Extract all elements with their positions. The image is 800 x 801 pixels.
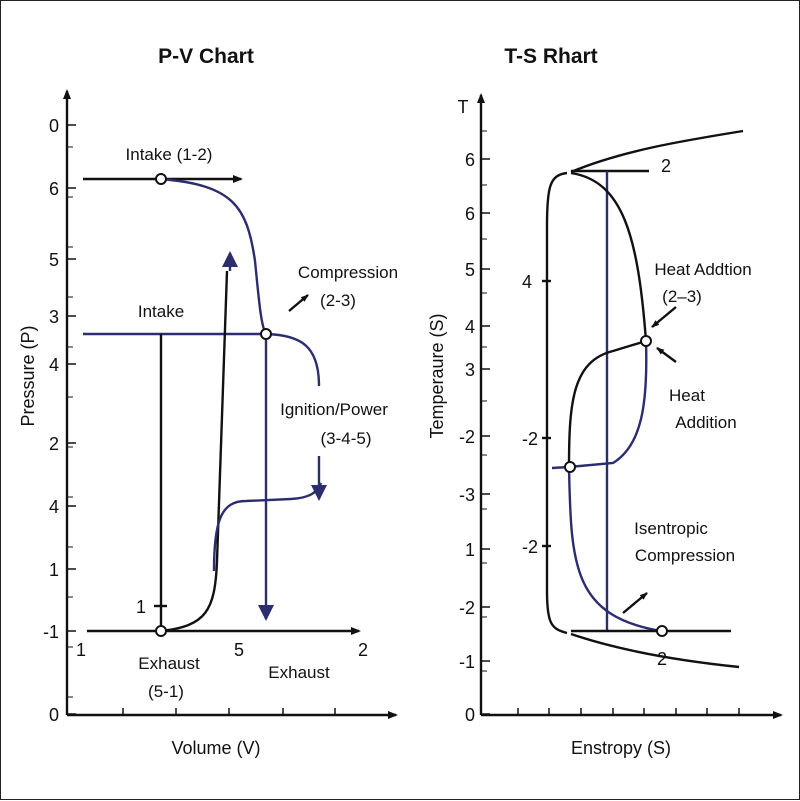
ts-y-tick-label: 6 (465, 204, 475, 224)
pv-x-tick-label: 5 (234, 640, 244, 660)
ts-y-tick-label: 4 (465, 317, 475, 337)
pv-y-tick-label: 4 (49, 497, 59, 517)
label-heat: Heat (669, 386, 705, 405)
state-point-3 (640, 335, 652, 347)
pv-y-tick-label: 0 (49, 705, 59, 725)
label-exhaust-right: Exhaust (268, 663, 330, 682)
ts-y-tick-label: -2 (459, 598, 475, 618)
pv-y-tick-label: 6 (49, 179, 59, 199)
state-point-1 (155, 625, 167, 637)
ts-y-tick-label: -1 (459, 652, 475, 672)
heat-addition-loop (551, 340, 648, 470)
ts-y-ticks: 6 6 5 4 3 -2 -3 1 -2 -1 0 (459, 130, 490, 725)
loop-upper (567, 339, 647, 468)
ignition-rise (160, 270, 229, 633)
lower-isobar (570, 632, 740, 669)
ts-y-tick-label: 5 (465, 260, 475, 280)
pv-y-tick-label: 0 (49, 116, 59, 136)
label-exhaust-range: (5-1) (148, 682, 184, 701)
point-2-label-bottom: 2 (657, 649, 667, 669)
upper-isobar (570, 129, 744, 174)
ts-y-tick-label: 6 (465, 150, 475, 170)
isentropic-pointer-arrow (622, 592, 648, 614)
pv-chart: P-V Chart 0 6 5 3 4 2 4 1 -1 0 Pressure (P) Volum… (18, 45, 398, 758)
label-isentropic: Isentropic (634, 519, 708, 538)
ts-y-tick-label: 1 (465, 540, 475, 560)
state-point-4 (564, 461, 576, 473)
label-heat-addition: Heat Addtion (654, 260, 751, 279)
pv-x-axis-label: Volume (V) (171, 738, 260, 758)
ts-x-minor-ticks (517, 708, 740, 715)
pv-y-ticks: 0 6 5 3 4 2 4 1 -1 0 (43, 116, 76, 725)
pv-x-minor-ticks (122, 708, 336, 715)
state-point-1 (656, 625, 668, 637)
ts-chart: T-S Rhart T 6 6 5 4 3 -2 -3 1 -2 -1 0 Temperaure (… (427, 45, 783, 758)
ts-y-tick-label: 3 (465, 360, 475, 380)
pv-chart-title: P-V Chart (158, 45, 254, 68)
power-curve-top (265, 332, 321, 387)
inner-tick-label: -2 (522, 429, 538, 449)
isentropic-compression-curve (567, 466, 662, 633)
pv-x-tick-label: 1 (76, 640, 86, 660)
ts-y-axis-label: Temperaure (S) (427, 313, 447, 438)
pv-y-tick-label: 2 (49, 434, 59, 454)
label-compression-range: (2-3) (320, 291, 356, 310)
label-ignition-power: Ignition/Power (280, 400, 388, 419)
inner-tick-label: 4 (522, 272, 532, 292)
pv-y-axis-label: Pressure (P) (18, 325, 38, 426)
label-intake-1-2: Intake (1-2) (126, 145, 213, 164)
pv-y-tick-label: 3 (49, 307, 59, 327)
label-ignition-range: (3-4-5) (320, 429, 371, 448)
dome-left-curve (545, 171, 568, 635)
label-intake: Intake (138, 302, 184, 321)
label-compression: Compression (298, 263, 398, 282)
label-exhaust-left: Exhaust (138, 654, 200, 673)
label-heat-addition-range: (2–3) (662, 287, 702, 306)
heat-addition-curve (570, 171, 648, 342)
compression-curve (160, 177, 268, 335)
heat-pointer-arrow (656, 347, 677, 363)
inner-tick-label: -2 (522, 537, 538, 557)
heat-addition-pointer-arrow (651, 306, 677, 328)
ts-chart-title: T-S Rhart (504, 45, 597, 68)
pv-y-tick-label: 5 (49, 250, 59, 270)
pv-y-tick-label: 1 (49, 560, 59, 580)
pv-y-tick-label: -1 (43, 622, 59, 642)
pv-x-tick-label: 2 (358, 640, 368, 660)
ts-x-axis-label: Enstropy (S) (571, 738, 671, 758)
pv-y-tick-label: 4 (49, 355, 59, 375)
label-compression: Compression (635, 546, 735, 565)
label-addition: Addition (675, 413, 736, 432)
ts-y-axis-symbol: T (458, 97, 469, 117)
ts-y-tick-label: -3 (459, 485, 475, 505)
compression-pointer-arrow (288, 294, 309, 312)
point-1-label: 1 (136, 597, 146, 617)
ts-y-tick-label: -2 (459, 427, 475, 447)
state-point-2 (155, 173, 167, 185)
state-point-3 (260, 328, 272, 340)
power-s-curve (212, 482, 323, 572)
point-2-label-top: 2 (661, 156, 671, 176)
ts-y-tick-label: 0 (465, 705, 475, 725)
